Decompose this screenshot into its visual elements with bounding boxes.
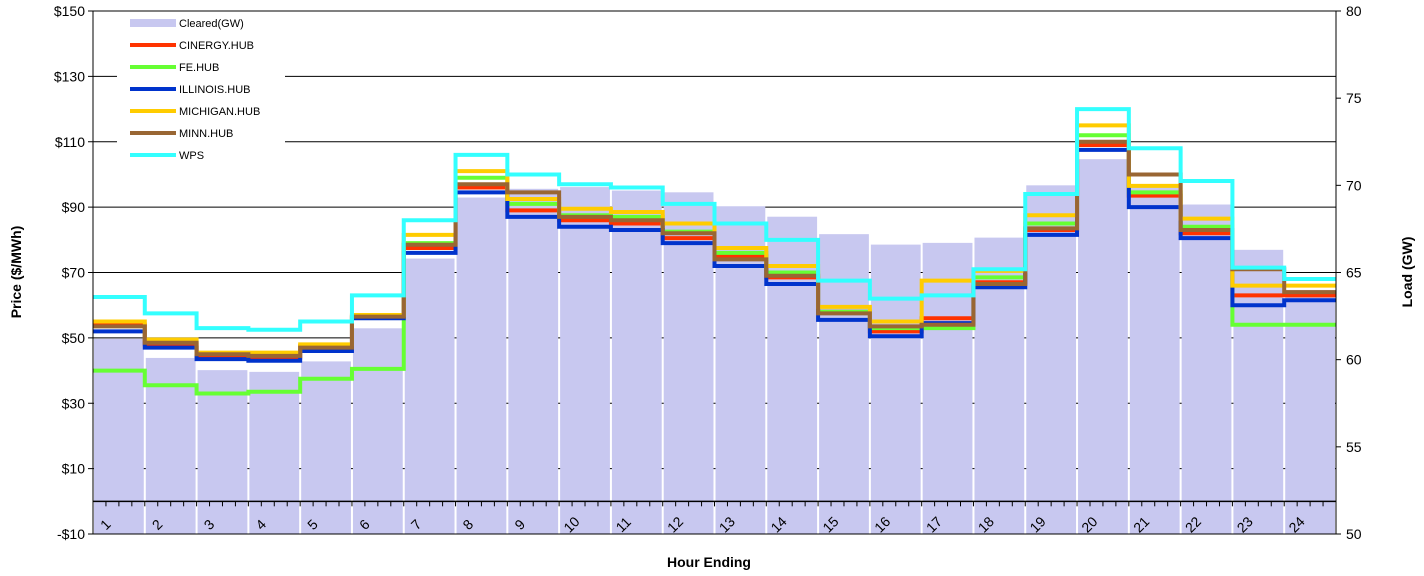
y-tick-label: $150	[54, 3, 85, 19]
series-line-wps	[93, 107, 1336, 332]
y2-tick-label: 55	[1346, 439, 1362, 455]
cleared-bar	[301, 361, 351, 534]
price-series-lines	[93, 107, 1336, 396]
cleared-bar	[870, 244, 921, 534]
cleared-bar	[508, 188, 559, 534]
y2-tick-label: 70	[1346, 177, 1362, 193]
legend-label: ILLINOIS.HUB	[179, 84, 251, 96]
legend-label: MICHIGAN.HUB	[179, 106, 260, 118]
y-tick-label: $90	[62, 199, 86, 215]
cleared-bar	[663, 192, 714, 534]
cleared-bar	[560, 187, 610, 534]
cleared-bar	[1233, 249, 1284, 534]
cleared-bar	[1078, 159, 1128, 534]
y-tick-label: $50	[62, 330, 86, 346]
cleared-bar	[767, 216, 818, 535]
cleared-bar	[1026, 185, 1077, 535]
cleared-bar	[819, 234, 869, 534]
legend: Cleared(GW) CINERGY.HUB FE.HUB ILLINOIS.HUB…	[117, 12, 285, 180]
y-axis-title: Price ($/MWh)	[8, 226, 24, 319]
cleared-bar	[456, 197, 507, 534]
y2-tick-label: 65	[1346, 265, 1362, 281]
x-axis-title: Hour Ending	[667, 554, 751, 570]
cleared-bar	[1285, 289, 1335, 534]
legend-label: FE.HUB	[179, 62, 219, 74]
cleared-bar	[249, 371, 300, 534]
legend-box	[117, 12, 285, 180]
cleared-bar	[197, 370, 248, 534]
cleared-bar	[922, 242, 973, 534]
cleared-bar	[611, 190, 662, 534]
cleared-bar	[352, 328, 403, 534]
y2-axis-title: Load (GW)	[1399, 237, 1415, 308]
y2-tick-label: 80	[1346, 3, 1362, 19]
y-tick-label: $10	[62, 461, 86, 477]
legend-label: CINERGY.HUB	[179, 40, 254, 52]
cleared-bar	[1181, 204, 1232, 534]
legend-swatch	[130, 19, 176, 27]
y-tick-label: $130	[54, 68, 85, 84]
cleared-bar	[1129, 185, 1180, 535]
legend-label: WPS	[179, 150, 204, 162]
y-tick-label: $70	[62, 265, 86, 281]
cleared-bar	[404, 258, 455, 534]
legend-label: Cleared(GW)	[179, 18, 244, 30]
left-axis-ticks: -$10 $10 $30 $50 $70 $90 $110 $130 $150	[54, 3, 93, 542]
y-tick-label: -$10	[57, 526, 85, 542]
y2-tick-label: 75	[1346, 90, 1362, 106]
y-tick-label: $110	[55, 134, 85, 150]
y2-tick-label: 50	[1346, 526, 1362, 542]
y2-tick-label: 60	[1346, 352, 1362, 368]
y-tick-label: $30	[62, 395, 86, 411]
right-axis-ticks: 50 55 60 65 70 75 80	[1336, 3, 1362, 542]
legend-label: MINN.HUB	[179, 128, 233, 140]
